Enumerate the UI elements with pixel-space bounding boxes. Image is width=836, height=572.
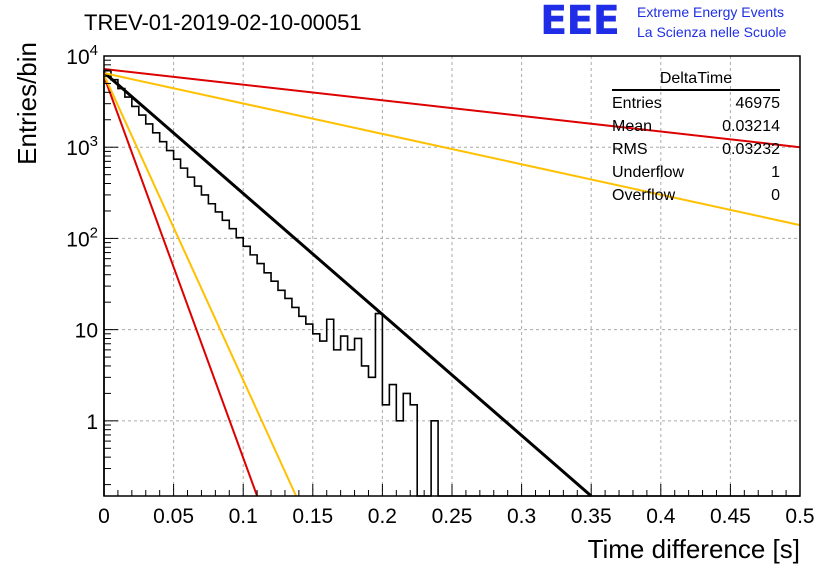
eee-logo: EEE [540,0,620,44]
stats-row-underflow: Underflow 1 [612,161,780,184]
x-tick-label: 0 [98,505,110,528]
x-tick-label: 0.3 [507,505,536,528]
stats-label: Mean [612,118,653,135]
stats-value: 1 [771,164,780,181]
stats-label: Underflow [612,164,685,181]
x-tick-label: 0.35 [571,505,612,528]
stats-value: 0.03214 [722,118,780,135]
run-title: TREV-01-2019-02-10-00051 [84,10,362,35]
y-tick-label: 103 [66,133,98,160]
stats-label: Entries [612,95,662,112]
grid-lines [104,56,800,496]
stats-value: 0.03232 [722,141,780,158]
x-tick-label: 0.05 [153,505,194,528]
x-tick-label: 0.2 [368,505,397,528]
fit-line [103,71,593,498]
x-tick-label: 0.25 [432,505,473,528]
stats-label: Overflow [612,187,676,204]
fit-curves [103,68,801,498]
x-axis-label: Time difference [s] [588,534,800,564]
fit-line [103,74,298,497]
y-tick-label: 104 [66,42,98,69]
stats-box: DeltaTime Entries 46975 Mean 0.03214 RMS… [612,70,780,207]
stats-row-mean: Mean 0.03214 [612,115,780,138]
stats-value: 46975 [735,95,781,112]
x-tick-label: 0.5 [785,505,814,528]
fit-line [103,68,801,149]
stats-value: 0 [771,187,780,204]
x-tick-label: 0.15 [292,505,333,528]
y-axis-label: Entries/bin [12,42,42,165]
x-tick-label: 0.4 [646,505,676,528]
stats-row-overflow: Overflow 0 [612,184,780,207]
stats-title: DeltaTime [612,70,780,91]
fit-line [103,72,801,227]
logo-subtitle-line1: Extreme Energy Events [637,4,785,20]
y-tick-label: 102 [66,224,98,251]
y-tick-label: 10 [75,320,98,343]
logo-subtitle-line2: La Scienza nelle Scuole [637,24,787,40]
y-tick-label: 1 [86,411,98,434]
fit-line [103,75,259,497]
x-tick-label: 0.45 [710,505,751,528]
stats-row-entries: Entries 46975 [612,92,780,115]
axis-ticks: 0 0.05 0.1 0.15 0.2 0.25 0.3 0.35 0.4 0.45 0.51101… [66,42,814,528]
stats-row-rms: RMS 0.03232 [612,138,780,161]
x-tick-label: 0.1 [229,505,258,528]
stats-label: RMS [612,141,648,158]
